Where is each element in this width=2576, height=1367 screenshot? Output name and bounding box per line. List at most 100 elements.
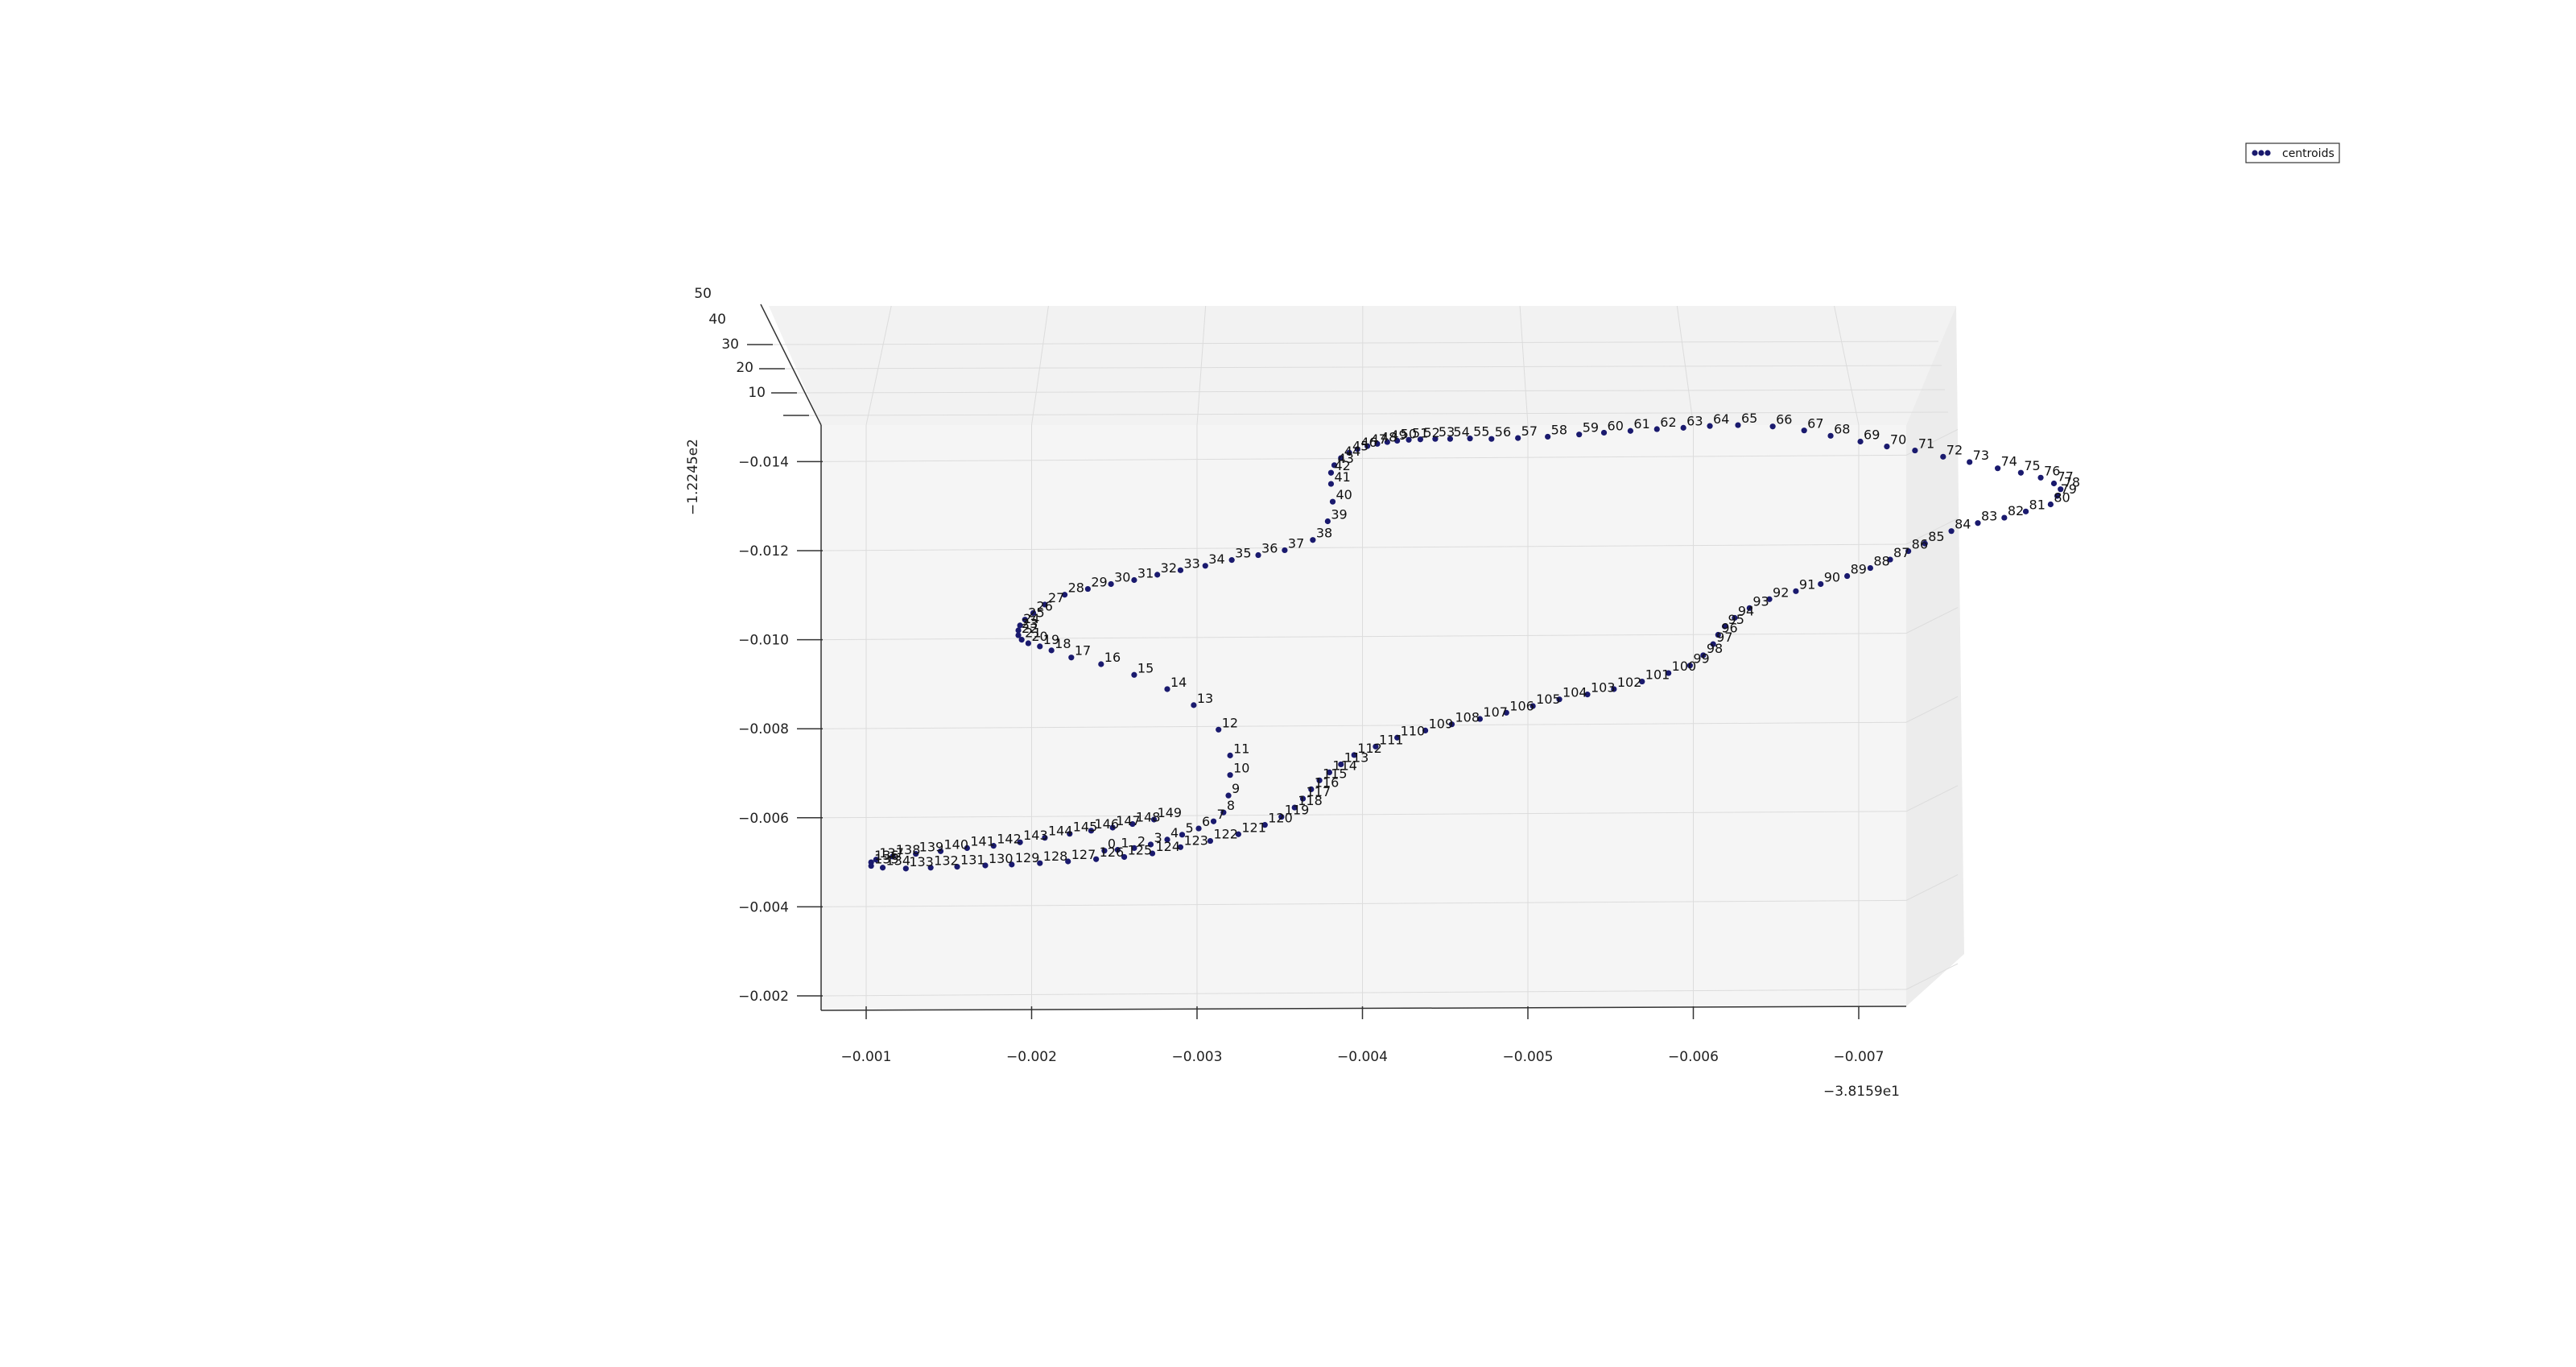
centroid-label: 13 (1197, 691, 1213, 706)
y-grid-line-side (1905, 873, 1959, 901)
centroid-point (1065, 858, 1071, 865)
centroid-label: 90 (1824, 569, 1840, 584)
centroid-label: 119 (1285, 803, 1310, 818)
centroid-label: 113 (1344, 750, 1369, 765)
centroid-point (1769, 423, 1776, 430)
centroid-point (1884, 443, 1890, 450)
x-tick-label: −0.001 (841, 1049, 892, 1065)
x-axis-ticks: −0.001 −0.002 −0.003 −0.004 −0.005 −0.006 −0.0… (841, 1006, 1884, 1065)
centroid-point (1406, 436, 1412, 443)
centroid-label: 2 (1137, 833, 1146, 849)
centroid-label: 17 (1075, 643, 1091, 659)
centroid-point (1905, 547, 1912, 555)
x-tick-label: −0.006 (1668, 1049, 1719, 1065)
data-point-labels: 0 1 2 3 4 5 6 789101112131415161718192021222324… (874, 411, 2080, 869)
centroid-point (1235, 831, 1241, 837)
centroid-label: 50 (1401, 426, 1417, 441)
centroid-point (1940, 453, 1946, 460)
centroid-point (1088, 828, 1095, 834)
y-offset-label: −1.2245e2 (685, 439, 701, 515)
centroid-point (2037, 474, 2044, 481)
y-grid-line (820, 811, 1907, 819)
z-tick-label: 20 (736, 360, 753, 376)
centroid-label: 86 (1912, 537, 1928, 552)
data-points (868, 422, 2064, 872)
centroid-point (1108, 580, 1114, 588)
centroid-label: 111 (1379, 732, 1404, 747)
centroid-label: 65 (1741, 411, 1757, 426)
y-grid-line (820, 989, 1907, 997)
centroid-label: 54 (1453, 424, 1469, 440)
centroid-point (982, 862, 989, 869)
centroid-point (1653, 426, 1660, 432)
centroid-label: 39 (1331, 507, 1347, 522)
centroid-label: 19 (1043, 632, 1059, 647)
legend-marker (2264, 150, 2271, 156)
x-tick-label: −0.005 (1503, 1049, 1554, 1065)
centroid-label: 134 (886, 853, 911, 869)
x-tick-label: −0.002 (1006, 1049, 1057, 1065)
centroid-label: 57 (1521, 423, 1538, 439)
centroid-label: 27 (1048, 590, 1064, 605)
centroid-label: 29 (1091, 575, 1107, 590)
floor-pane (821, 425, 1906, 1010)
centroid-point (1037, 860, 1043, 866)
centroid-label: 40 (1336, 487, 1352, 502)
centroid-point (890, 853, 896, 860)
y-grid-line-side (1905, 696, 1959, 723)
centroid-label: 84 (1955, 517, 1971, 532)
centroid-label: 140 (943, 836, 968, 852)
centroid-point (879, 865, 886, 871)
centroid-point (1338, 761, 1344, 768)
centroid-label: 139 (919, 840, 944, 855)
centroid-label: 130 (989, 851, 1013, 866)
y-axis-ticks: −0.002 −0.004 −0.006 −0.008 −0.010 −0.012 −0.0… (738, 454, 823, 1005)
centroid-label: 64 (1713, 411, 1729, 427)
y-grid-line (820, 721, 1907, 729)
centroid-label: 115 (1323, 766, 1348, 781)
centroid-label: 18 (1055, 636, 1071, 651)
centroid-point (1109, 824, 1116, 831)
centroid-point (1114, 847, 1121, 853)
centroid-label: 61 (1633, 416, 1649, 432)
centroid-label: 124 (1156, 839, 1181, 854)
centroid-label: 52 (1423, 425, 1439, 440)
centroid-label: 7 (1217, 807, 1225, 822)
centroid-point (1025, 640, 1031, 646)
centroid-label: 51 (1412, 425, 1428, 440)
centroid-label: 67 (1807, 416, 1823, 432)
centroid-point (1857, 438, 1864, 445)
centroid-point (1351, 752, 1357, 758)
x-grid-line-back (1196, 305, 1207, 426)
centroid-label: 136 (874, 848, 899, 863)
centroid-label: 0 (1108, 836, 1116, 852)
centroid-label: 121 (1241, 820, 1266, 835)
centroid-label: 109 (1429, 716, 1454, 731)
centroid-point (1048, 647, 1055, 654)
legend-markers (2252, 150, 2271, 156)
centroid-point (1374, 440, 1381, 447)
centroid-point (1995, 465, 2001, 472)
centroid-label: 72 (1946, 442, 1963, 457)
centroid-label: 146 (1094, 816, 1119, 832)
centroid-point (1488, 436, 1495, 442)
centroid-label: 104 (1563, 685, 1587, 700)
centroid-label: 58 (1551, 422, 1567, 437)
centroid-point (954, 864, 960, 870)
z-tick-label: 50 (694, 286, 712, 302)
centroid-label: 48 (1381, 429, 1397, 444)
centroid-point (1715, 631, 1721, 638)
y-grid-line (820, 899, 1907, 907)
centroid-label: 78 (2064, 475, 2080, 490)
centroid-label: 12 (1222, 715, 1238, 730)
centroid-label: 141 (970, 833, 995, 849)
centroid-label: 137 (879, 845, 904, 861)
centroid-label: 24 (1023, 611, 1039, 626)
centroid-label: 94 (1738, 604, 1754, 619)
centroid-label: 88 (1873, 554, 1889, 569)
centroid-point (1417, 436, 1424, 443)
x-grid-line-back (1031, 305, 1049, 426)
centroid-point (1202, 563, 1208, 569)
centroid-point (1373, 743, 1379, 750)
y-tick-label: −0.002 (738, 989, 789, 1005)
